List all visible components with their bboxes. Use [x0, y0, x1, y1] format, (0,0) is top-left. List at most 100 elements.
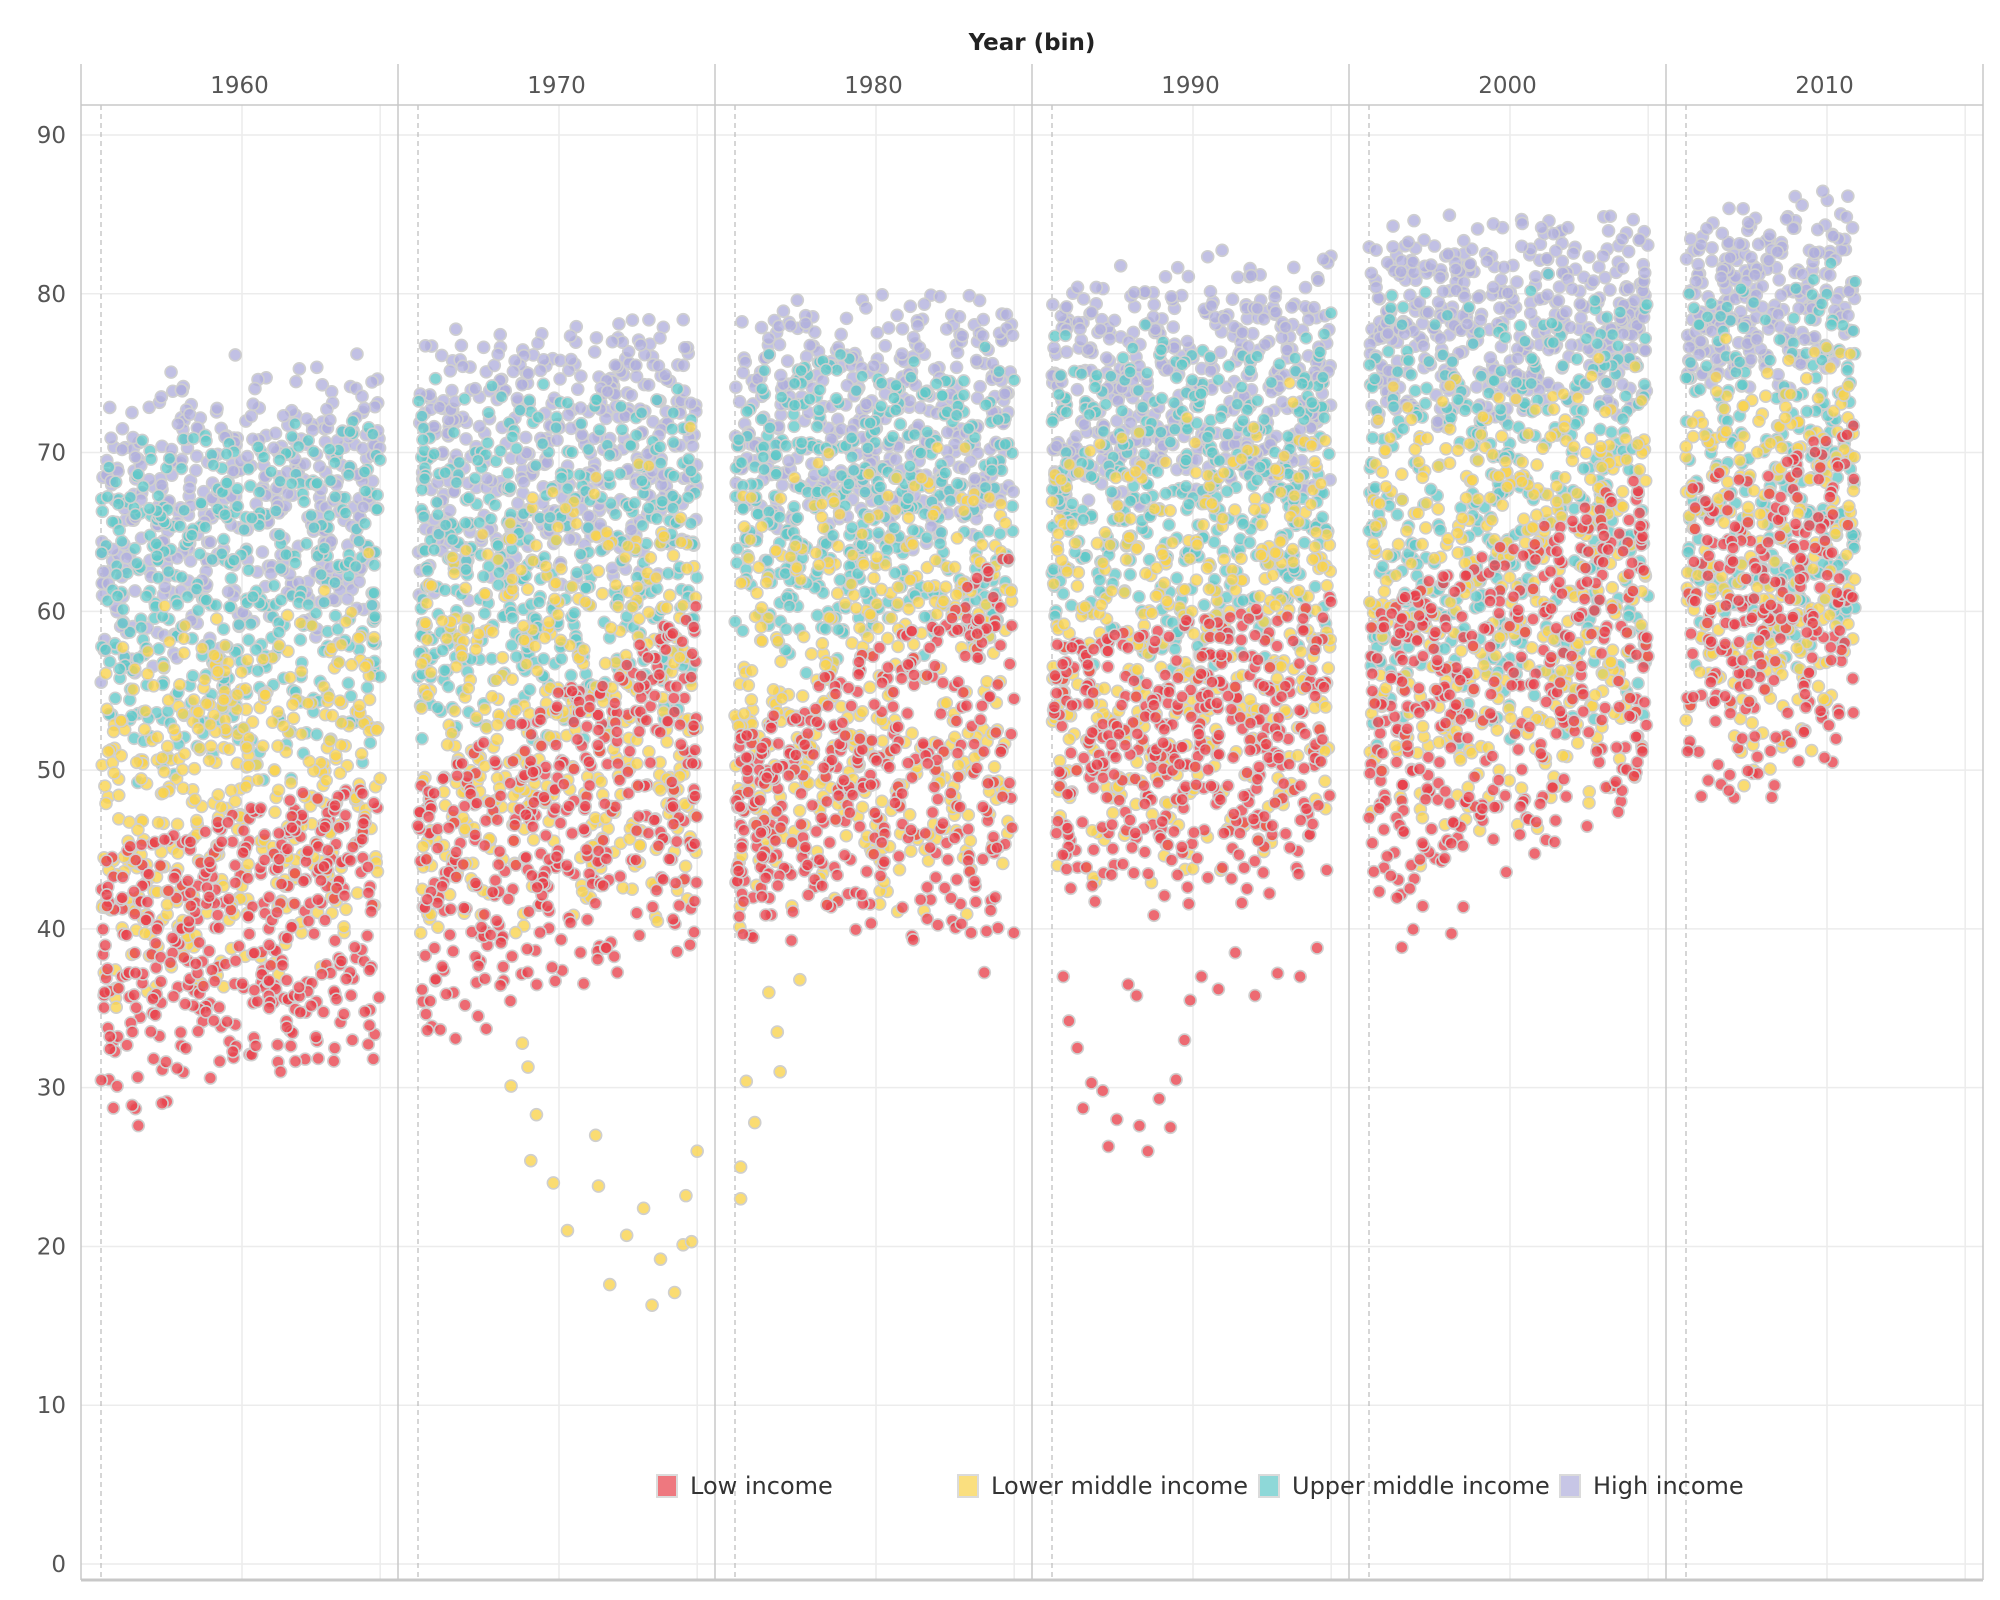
data-point	[505, 610, 520, 625]
data-point	[1513, 319, 1528, 333]
data-point	[427, 447, 441, 461]
data-point	[472, 515, 487, 530]
data-point	[627, 496, 642, 510]
data-point	[186, 431, 201, 446]
data-point	[831, 622, 846, 637]
data-point	[1604, 425, 1619, 440]
data-point	[1682, 340, 1697, 354]
data-point	[206, 458, 221, 472]
data-point	[230, 499, 245, 514]
data-point	[415, 731, 429, 746]
data-point	[1396, 300, 1410, 314]
data-point	[216, 532, 231, 547]
data-point	[154, 390, 169, 404]
data-point	[96, 565, 111, 579]
data-point	[1404, 367, 1418, 382]
data-point	[1639, 297, 1654, 312]
data-point	[903, 459, 917, 473]
data-point	[1483, 351, 1498, 365]
data-point	[131, 467, 145, 482]
data-point	[204, 739, 218, 754]
data-point	[587, 345, 602, 359]
data-point	[798, 316, 813, 331]
data-point	[740, 404, 754, 419]
data-point	[790, 511, 805, 525]
data-point	[1534, 220, 1549, 235]
data-point	[975, 328, 990, 343]
data-point	[462, 491, 476, 505]
data-point	[913, 446, 928, 460]
data-point	[1541, 267, 1556, 281]
data-point	[1179, 453, 1193, 467]
data-point	[199, 434, 213, 448]
data-point	[1814, 297, 1829, 311]
data-point	[762, 331, 776, 346]
data-point	[438, 583, 452, 597]
data-point	[1006, 484, 1021, 499]
data-point	[573, 401, 588, 415]
data-point	[488, 498, 502, 512]
data-point	[782, 599, 797, 613]
data-point	[769, 448, 783, 462]
data-point	[272, 625, 286, 640]
data-point	[358, 484, 373, 498]
data-point	[1638, 331, 1653, 346]
data-point	[370, 488, 384, 502]
data-point	[1637, 377, 1652, 392]
data-point	[98, 642, 113, 657]
data-point	[790, 293, 805, 307]
data-point	[757, 363, 772, 378]
data-point	[1619, 389, 1633, 403]
data-point	[139, 589, 154, 604]
data-point	[521, 366, 535, 381]
data-point	[323, 473, 338, 488]
data-point	[625, 313, 640, 327]
data-point	[137, 722, 152, 737]
data-point	[1596, 249, 1611, 263]
panel-header-1970: 1970	[527, 73, 586, 99]
data-point	[271, 739, 285, 753]
data-point	[449, 322, 463, 336]
data-point	[1736, 320, 1751, 335]
data-point	[1324, 306, 1338, 320]
data-point	[1700, 221, 1714, 236]
data-point	[370, 502, 384, 517]
data-point	[1705, 241, 1719, 255]
data-point	[211, 788, 226, 802]
data-point	[554, 471, 569, 485]
data-point	[123, 490, 138, 505]
data-point	[633, 337, 648, 352]
data-point	[999, 307, 1014, 322]
data-point	[182, 481, 197, 495]
data-point	[328, 575, 342, 590]
data-point	[1154, 342, 1169, 357]
data-point	[1527, 688, 1542, 703]
data-point	[581, 509, 596, 523]
data-point	[1436, 284, 1451, 299]
data-point	[561, 407, 576, 422]
data-point	[684, 464, 698, 478]
data-point	[317, 595, 331, 610]
data-point	[276, 408, 291, 423]
data-point	[151, 488, 166, 503]
data-point	[1705, 254, 1719, 268]
data-point	[244, 617, 258, 631]
data-point	[437, 663, 452, 678]
data-point	[116, 602, 130, 617]
data-point	[1401, 353, 1416, 368]
data-point	[250, 663, 265, 678]
data-point	[1234, 380, 1249, 394]
data-point	[1419, 381, 1434, 396]
data-point	[1744, 352, 1758, 367]
data-point	[173, 519, 187, 533]
data-point	[1408, 384, 1423, 398]
data-point	[289, 374, 303, 389]
data-point	[1164, 290, 1179, 304]
data-point	[505, 430, 520, 444]
data-point	[367, 586, 381, 600]
data-point	[211, 664, 225, 679]
data-point	[803, 338, 817, 353]
data-point	[810, 419, 825, 434]
data-point	[241, 461, 256, 476]
data-point	[574, 369, 588, 383]
